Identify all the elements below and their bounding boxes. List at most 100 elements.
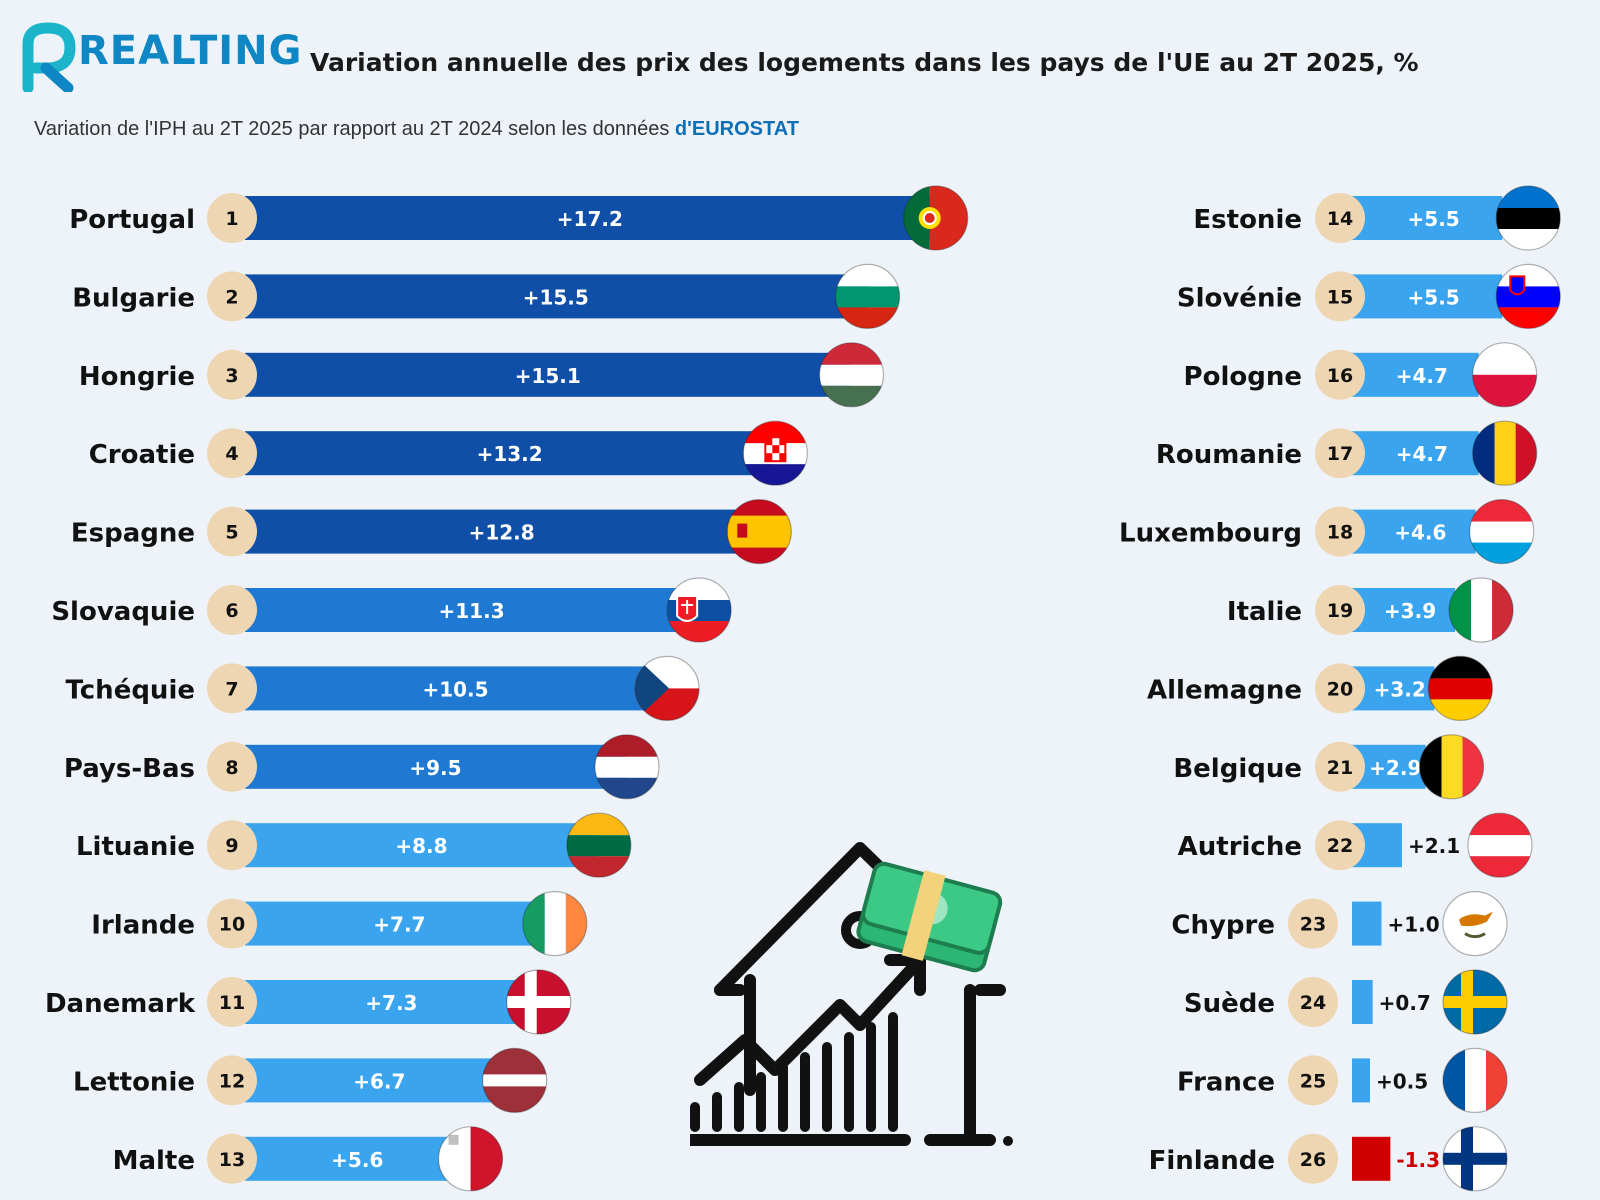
rank-label: 14 <box>1327 208 1353 230</box>
value-label: +12.8 <box>469 521 535 545</box>
rank-badge <box>1288 1133 1338 1184</box>
latvia-flag-icon <box>482 1047 548 1114</box>
chart-row: Pays-Bas 8 +9.5 <box>64 734 660 800</box>
money-stack-icon <box>856 861 1003 973</box>
chart-row: Malte 13 +5.6 <box>113 1126 504 1192</box>
value-label: +9.5 <box>409 756 461 780</box>
country-label: Hongrie <box>79 362 195 392</box>
chart-row: Belgique 21 +2.9 <box>1173 734 1485 800</box>
rank-badge <box>1315 349 1365 400</box>
luxembourg-flag-icon <box>1469 498 1535 565</box>
malta-flag-icon <box>437 1126 504 1192</box>
rank-badge <box>207 741 257 792</box>
bar <box>245 980 538 1024</box>
value-label: -1.3 <box>1396 1148 1440 1172</box>
hungary-flag-icon <box>818 342 885 408</box>
spain-flag-icon <box>726 498 792 565</box>
chart-row: Roumanie 17 +4.7 <box>1156 420 1538 486</box>
rank-badge <box>1315 820 1365 871</box>
country-label: Bulgarie <box>72 283 195 313</box>
rank-badge <box>207 1133 257 1184</box>
rank-label: 10 <box>219 914 245 936</box>
bar <box>1352 1058 1370 1103</box>
bar <box>245 901 554 946</box>
value-label: +7.7 <box>373 913 425 937</box>
country-label: Suède <box>1184 989 1275 1019</box>
country-label: Allemagne <box>1147 675 1302 705</box>
chart-row: Slovénie 15 +5.5 <box>1177 263 1561 329</box>
denmark-flag-icon <box>506 969 572 1035</box>
rank-badge <box>207 820 257 871</box>
rank-badge <box>207 898 257 949</box>
value-label: +15.5 <box>523 285 589 309</box>
country-label: Pologne <box>1184 362 1302 392</box>
rank-badge <box>207 349 257 400</box>
country-label: Belgique <box>1173 754 1302 784</box>
value-label: +4.7 <box>1396 364 1448 388</box>
bar <box>245 274 867 319</box>
bar <box>245 823 598 868</box>
rank-badge <box>207 585 257 635</box>
country-label: Danemark <box>45 989 196 1019</box>
value-label: +2.9 <box>1369 756 1421 780</box>
rank-label: 3 <box>225 365 238 387</box>
country-label: Croatie <box>89 440 195 470</box>
chart-row: Autriche 22 +2.1 <box>1178 812 1533 878</box>
chart-row: Allemagne 20 +3.2 <box>1147 655 1494 722</box>
portugal-flag-icon <box>903 185 969 251</box>
country-label: Tchéquie <box>65 675 195 705</box>
country-label: Espagne <box>71 519 195 549</box>
value-label: +2.1 <box>1408 834 1460 858</box>
rank-label: 17 <box>1327 443 1353 465</box>
rank-label: 15 <box>1327 286 1353 308</box>
bar <box>245 1136 470 1181</box>
country-label: Irlande <box>91 911 195 941</box>
country-label: Slovaquie <box>51 597 195 627</box>
country-label: Lituanie <box>76 832 195 862</box>
subtitle-text: Variation de l'IPH au 2T 2025 par rappor… <box>34 118 675 140</box>
bar <box>245 431 775 476</box>
bar <box>245 744 626 789</box>
rank-badge <box>207 977 257 1027</box>
chart-row: Finlande 26 -1.3 <box>1149 1126 1508 1192</box>
rank-label: 25 <box>1300 1070 1326 1092</box>
realting-logo-icon <box>22 22 76 92</box>
rank-badge <box>207 428 257 479</box>
value-label: +11.3 <box>439 599 505 623</box>
country-label: Finlande <box>1149 1146 1275 1176</box>
rank-badge <box>1315 741 1365 792</box>
country-label: Pays-Bas <box>64 754 195 784</box>
rank-badge <box>1315 506 1365 557</box>
chart-row: Espagne 5 +12.8 <box>71 498 792 565</box>
germany-flag-icon <box>1427 655 1494 722</box>
rank-label: 11 <box>219 992 245 1014</box>
chart-row: Hongrie 3 +15.1 <box>79 342 885 408</box>
rank-label: 1 <box>225 208 238 230</box>
rank-badge <box>1315 271 1365 322</box>
rank-label: 26 <box>1300 1149 1326 1171</box>
value-label: +5.5 <box>1408 207 1460 231</box>
chart-row: Portugal 1 +17.2 <box>69 185 969 251</box>
rank-label: 9 <box>225 835 238 857</box>
value-label: +15.1 <box>515 364 581 388</box>
value-label: +0.7 <box>1379 991 1431 1015</box>
finland-flag-icon <box>1442 1126 1508 1192</box>
chart-row: Italie 19 +3.9 <box>1227 577 1514 643</box>
bar <box>245 352 851 397</box>
austria-flag-icon <box>1467 812 1533 878</box>
value-label: +3.2 <box>1374 677 1426 701</box>
chart-row: Slovaquie 6 +11.3 <box>51 577 732 643</box>
country-label: Italie <box>1227 597 1302 627</box>
value-label: +7.3 <box>365 991 417 1015</box>
value-label: +4.6 <box>1394 521 1446 545</box>
rank-label: 20 <box>1327 678 1353 700</box>
country-label: Roumanie <box>1156 440 1302 470</box>
sweden-flag-icon <box>1442 969 1508 1035</box>
rank-badge <box>207 193 257 243</box>
czechia-flag-icon <box>634 655 700 722</box>
rank-badge <box>1315 193 1365 243</box>
chart-subtitle: Variation de l'IPH au 2T 2025 par rappor… <box>34 118 799 141</box>
cyprus-flag-icon <box>1442 890 1508 957</box>
country-label: Estonie <box>1193 205 1302 235</box>
